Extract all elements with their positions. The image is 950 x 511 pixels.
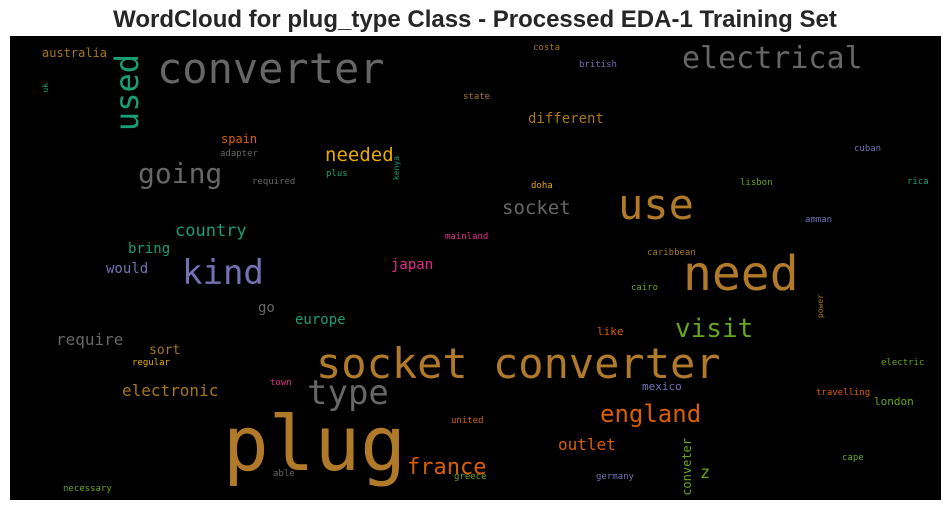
word-rica: rica [907, 177, 929, 187]
chart-title: WordCloud for plug_type Class - Processe… [113, 6, 837, 33]
word-travelling: travelling [816, 388, 871, 398]
word-socket: socket [502, 197, 571, 219]
word-germany: germany [596, 472, 634, 482]
word-require: require [56, 330, 124, 349]
word-plug: plug [223, 399, 407, 488]
word-able: able [273, 469, 295, 479]
word-japan: japan [391, 257, 434, 273]
word-needed: needed [325, 144, 394, 166]
word-plus: plus [326, 169, 348, 179]
word-lisbon: lisbon [740, 178, 773, 188]
word-electric: electric [881, 358, 925, 368]
word-mexico: mexico [642, 380, 682, 393]
word-costa: costa [533, 43, 561, 53]
word-bring: bring [128, 241, 171, 257]
word-z: z [700, 463, 711, 483]
word-converter: converter [157, 44, 385, 93]
word-kenya: kenya [392, 156, 401, 181]
word-power: power [816, 294, 825, 319]
word-cairo: cairo [631, 283, 659, 293]
word-conveter: conveter [680, 438, 694, 496]
word-spain: spain [221, 132, 258, 146]
word-socket-converter: socket converter [316, 339, 721, 388]
word-doha: doha [531, 181, 553, 191]
word-state: state [463, 92, 491, 102]
word-go: go [258, 300, 275, 316]
word-would: would [106, 261, 149, 277]
word-british: british [579, 60, 617, 70]
word-regular: regular [132, 358, 170, 368]
word-uk: uk [41, 83, 50, 93]
word-england: england [600, 400, 702, 428]
word-used: used [108, 54, 146, 132]
word-greece: greece [454, 472, 487, 482]
word-going: going [138, 157, 223, 190]
word-visit: visit [675, 314, 754, 344]
word-france: france [407, 455, 487, 480]
word-electrical: electrical [682, 41, 863, 76]
word-different: different [528, 111, 604, 127]
word-sort: sort [149, 343, 181, 358]
word-like: like [597, 325, 624, 338]
word-london: london [874, 395, 914, 408]
word-mainland: mainland [445, 232, 489, 242]
word-cuban: cuban [854, 144, 882, 154]
word-caribbean: caribbean [647, 248, 696, 258]
wordcloud-canvas: plug socket converter need use converter kind… [10, 36, 941, 500]
word-need: need [683, 246, 799, 302]
word-required: required [252, 177, 296, 187]
word-town: town [270, 378, 292, 388]
word-cape: cape [842, 453, 864, 463]
word-country: country [175, 221, 247, 241]
word-australia: australia [42, 46, 108, 60]
word-europe: europe [295, 312, 346, 328]
word-amman: amman [805, 215, 833, 225]
word-outlet: outlet [558, 435, 616, 454]
word-electronic: electronic [122, 381, 219, 400]
word-kind: kind [182, 253, 264, 293]
word-united: united [451, 416, 484, 426]
word-use: use [618, 180, 694, 229]
word-type: type [307, 373, 389, 413]
word-adapter: adapter [220, 149, 258, 159]
word-necessary: necessary [63, 484, 112, 494]
